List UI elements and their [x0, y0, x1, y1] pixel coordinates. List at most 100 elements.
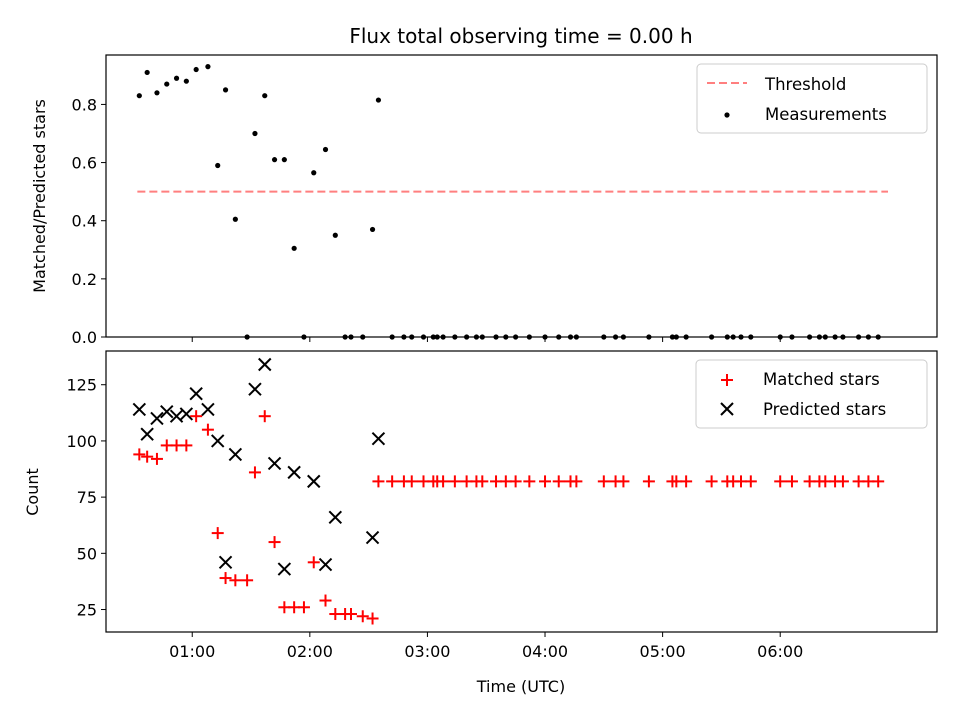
count-x-tick-label: 02:00	[287, 642, 333, 661]
measurement-point	[164, 81, 170, 87]
matched-star-point	[180, 439, 193, 452]
predicted-star-point	[150, 411, 164, 426]
matched-star-point	[133, 448, 146, 461]
measurement-point	[375, 97, 382, 103]
ratio-y-tick-label: 0.6	[72, 154, 97, 173]
legend-predicted-swatch	[720, 402, 734, 416]
matched-star-point	[509, 475, 522, 488]
matched-star-point	[570, 475, 583, 488]
predicted-star-point	[365, 530, 380, 545]
matched-star-point	[307, 556, 320, 569]
predicted-star-point	[318, 557, 333, 572]
matched-star-point	[437, 475, 450, 488]
predicted-star-point	[218, 555, 233, 570]
matched-star-point	[774, 475, 787, 488]
predicted-star-point	[160, 404, 174, 419]
matched-star-point	[680, 475, 693, 488]
measurement-point	[252, 130, 258, 137]
predicted-star-point	[179, 407, 194, 421]
count-y-tick-label: 25	[77, 601, 97, 620]
chart-title: Flux total observing time = 0.00 h	[349, 24, 692, 48]
matched-star-point	[836, 475, 849, 488]
matched-star-point	[268, 536, 281, 549]
measurement-point	[271, 157, 278, 163]
legend-predicted-label: Predicted stars	[763, 400, 886, 419]
measurement-point	[322, 146, 329, 153]
count-y-tick-label: 50	[77, 544, 97, 563]
matched-star-point	[617, 475, 630, 488]
matched-star-point	[366, 612, 379, 625]
predicted-star-point	[267, 456, 282, 471]
matched-star-point	[405, 475, 418, 488]
count-x-tick-label: 05:00	[640, 642, 686, 661]
predicted-star-point	[258, 357, 272, 372]
measurement-point	[215, 162, 221, 169]
measurement-point	[136, 93, 142, 99]
matched-star-point	[448, 475, 461, 488]
count-y-tick-label: 100	[66, 432, 97, 451]
matched-star-point	[201, 423, 214, 436]
legend-threshold-label: Threshold	[764, 75, 846, 94]
measurement-point	[173, 75, 180, 81]
predicted-star-point	[140, 427, 154, 441]
matched-star-point	[219, 572, 232, 585]
matched-star-point	[705, 475, 718, 488]
measurement-point	[144, 69, 150, 76]
count-x-tick-label: 01:00	[169, 642, 215, 661]
ratio-legend-box	[696, 63, 928, 134]
measurement-point	[369, 226, 376, 233]
matched-star-point	[150, 452, 163, 465]
matched-star-point	[297, 601, 310, 614]
measurement-point	[193, 66, 199, 73]
predicted-star-point	[287, 465, 301, 480]
ratio-y-label: Matched/Predicted stars	[30, 99, 49, 293]
predicted-star-point	[307, 474, 321, 489]
predicted-star-point	[189, 387, 203, 401]
predicted-star-point	[248, 382, 262, 396]
ratio-y-axis: 0.0 0.2 0.4 0.6 0.8	[72, 95, 106, 347]
predicted-star-point	[328, 510, 343, 525]
predicted-star-point	[228, 447, 243, 462]
matched-star-point	[356, 610, 369, 623]
matched-star-point	[229, 574, 242, 587]
measurement-point	[222, 87, 229, 93]
matched-star-point	[552, 475, 565, 488]
legend-matched-swatch	[721, 374, 733, 386]
count-y-axis: 25 50 75 100 125	[66, 376, 106, 620]
count-panel: 25 50 75 100 125 01:00 02:00 03:00 04:00 05:00 06…	[23, 350, 938, 696]
matched-star-point	[211, 527, 224, 540]
measurement-point	[205, 64, 211, 70]
measurement-point	[232, 216, 238, 222]
measurement-point	[332, 232, 338, 238]
predicted-star-point	[132, 402, 147, 417]
measurement-point	[291, 245, 297, 251]
legend-measurements-swatch	[724, 112, 730, 118]
ratio-y-tick-label: 0.0	[72, 328, 97, 347]
matched-star-point	[190, 410, 203, 423]
predicted-star-point	[211, 434, 225, 448]
matched-star-point	[539, 475, 552, 488]
legend-matched-label: Matched stars	[763, 370, 880, 389]
matched-star-point	[386, 475, 399, 488]
count-x-tick-label: 06:00	[757, 642, 803, 661]
legend-measurements-label: Measurements	[765, 105, 887, 124]
matched-star-point	[597, 475, 610, 488]
matched-star-point	[344, 608, 357, 621]
measurements-series	[136, 64, 881, 340]
ratio-panel: 0.00.20.40.60.8 Matched/Predicted stars …	[30, 54, 938, 347]
measurement-point	[154, 90, 160, 96]
measurement-point	[183, 78, 189, 84]
ratio-legend: Threshold Measurements	[696, 63, 928, 134]
matched-star-point	[241, 574, 254, 587]
ratio-y-tick-label: 0.2	[72, 270, 97, 289]
count-x-tick-label: 03:00	[404, 642, 450, 661]
predicted-star-point	[201, 402, 215, 417]
matched-star-point	[523, 475, 536, 488]
count-x-axis: 01:00 02:00 03:00 04:00 05:00 06:00	[169, 632, 803, 661]
ratio-x-axis	[191, 337, 781, 342]
predicted-star-point	[371, 431, 386, 446]
measurement-point	[281, 157, 287, 163]
predicted-stars-series	[132, 357, 386, 576]
measurement-point	[262, 93, 268, 99]
